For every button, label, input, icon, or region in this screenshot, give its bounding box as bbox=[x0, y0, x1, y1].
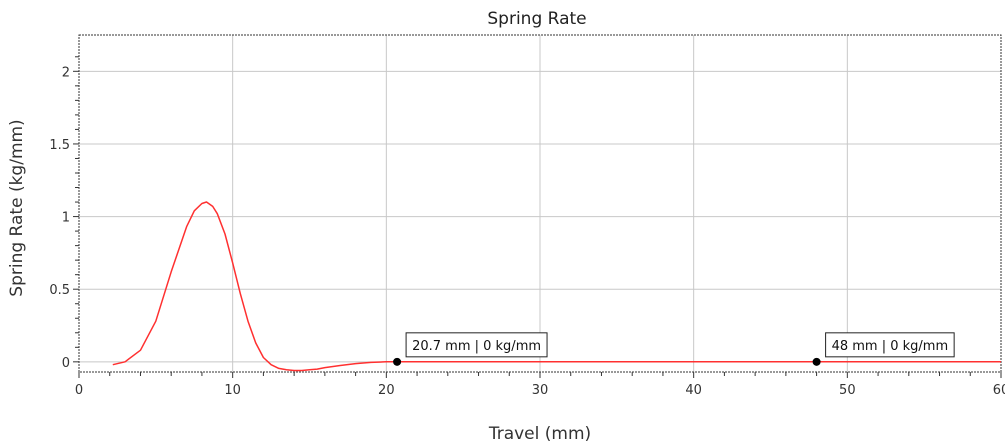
y-tick-label: 1 bbox=[62, 211, 70, 226]
chart-title: Spring Rate bbox=[487, 9, 586, 29]
x-axis-title: Travel (mm) bbox=[488, 424, 591, 444]
marker-label-box bbox=[405, 332, 548, 358]
x-tick-label: 50 bbox=[839, 383, 856, 398]
marker-label-box bbox=[825, 332, 955, 358]
x-tick-label: 0 bbox=[75, 383, 83, 398]
series-layer bbox=[112, 201, 1001, 372]
marker-point bbox=[812, 357, 821, 366]
x-tick-label: 10 bbox=[224, 383, 241, 398]
spring-rate-line bbox=[112, 201, 1001, 372]
x-tick-label: 20 bbox=[378, 383, 395, 398]
x-tick-label: 30 bbox=[532, 383, 549, 398]
x-tick-label: 40 bbox=[685, 383, 702, 398]
grid-layer bbox=[79, 35, 1001, 372]
y-tick-label: 2 bbox=[62, 65, 70, 80]
x-tick-label: 60 bbox=[993, 383, 1005, 398]
marker-point bbox=[393, 357, 402, 366]
data-marker: 20.7 mm | 0 kg/mm bbox=[393, 332, 548, 366]
marker-label: 48 mm | 0 kg/mm bbox=[832, 339, 949, 354]
y-tick-label: 0 bbox=[62, 356, 70, 371]
y-tick-label: 1.5 bbox=[49, 138, 70, 153]
y-tick-label: 0.5 bbox=[49, 283, 70, 298]
y-axis-title: Spring Rate (kg/mm) bbox=[7, 119, 27, 296]
marker-label: 20.7 mm | 0 kg/mm bbox=[412, 339, 541, 354]
data-marker: 48 mm | 0 kg/mm bbox=[812, 332, 955, 366]
axis-layer: 0 10 20 30 40 50 60 0 0.5 1 1.5 2 bbox=[49, 56, 1005, 398]
marker-layer: 20.7 mm | 0 kg/mm 48 mm | 0 kg/mm bbox=[393, 332, 955, 366]
